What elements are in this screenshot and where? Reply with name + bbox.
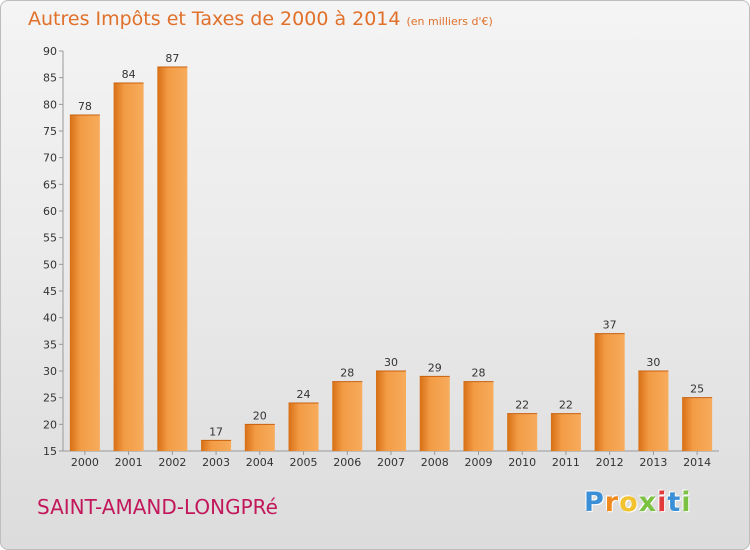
y-tick-label: 40 bbox=[43, 312, 57, 325]
x-tick-label: 2012 bbox=[596, 456, 624, 469]
x-tick-label: 2013 bbox=[639, 456, 667, 469]
y-tick-label: 65 bbox=[43, 178, 57, 191]
bar bbox=[201, 440, 232, 451]
y-tick-label: 45 bbox=[43, 285, 57, 298]
bar bbox=[682, 397, 713, 451]
x-tick-label: 2014 bbox=[683, 456, 711, 469]
bar bbox=[638, 371, 669, 451]
data-label: 22 bbox=[515, 399, 529, 412]
data-label: 29 bbox=[428, 361, 442, 374]
data-label: 37 bbox=[603, 319, 617, 332]
bars bbox=[69, 66, 713, 451]
bar bbox=[157, 67, 188, 451]
commune-name: SAINT-AMAND-LONGPRé bbox=[37, 495, 278, 519]
bar bbox=[463, 381, 494, 451]
x-tick-label: 2008 bbox=[421, 456, 449, 469]
logo-letter: t bbox=[667, 487, 682, 518]
y-tick-label: 25 bbox=[43, 392, 57, 405]
bar bbox=[550, 413, 581, 451]
bar bbox=[507, 413, 538, 451]
logo-letter: x bbox=[638, 487, 658, 518]
y-tick-label: 55 bbox=[43, 232, 57, 245]
logo-letter: r bbox=[604, 487, 620, 518]
bar bbox=[244, 424, 275, 451]
x-tick-label: 2004 bbox=[246, 456, 274, 469]
y-tick-label: 90 bbox=[43, 45, 57, 58]
y-tick-label: 75 bbox=[43, 125, 57, 138]
data-label: 17 bbox=[209, 425, 223, 438]
x-tick-label: 2011 bbox=[552, 456, 580, 469]
bar bbox=[288, 403, 319, 451]
data-label: 24 bbox=[297, 388, 311, 401]
bar bbox=[419, 376, 450, 451]
x-tick-label: 2009 bbox=[464, 456, 492, 469]
y-tick-label: 30 bbox=[43, 365, 57, 378]
data-label: 84 bbox=[122, 68, 136, 81]
y-tick-label: 80 bbox=[43, 98, 57, 111]
logo-letter: P bbox=[584, 487, 605, 518]
logo-letter: i bbox=[657, 487, 668, 518]
bar bbox=[332, 381, 363, 451]
data-label: 28 bbox=[471, 367, 485, 380]
y-tick-label: 50 bbox=[43, 258, 57, 271]
y-tick-label: 70 bbox=[43, 152, 57, 165]
x-tick-label: 2006 bbox=[333, 456, 361, 469]
data-label: 25 bbox=[690, 383, 704, 396]
logo-letter: i bbox=[681, 487, 692, 518]
proxiti-logo: Proxiti bbox=[584, 487, 692, 518]
logo-letter: o bbox=[619, 487, 639, 518]
bar bbox=[594, 333, 625, 451]
chart-title: Autres Impôts et Taxes de 2000 à 2014 (en… bbox=[28, 8, 493, 30]
y-tick-label: 60 bbox=[43, 205, 57, 218]
x-tick-label: 2010 bbox=[508, 456, 536, 469]
y-tick-label: 15 bbox=[43, 445, 57, 458]
x-tick-label: 2007 bbox=[377, 456, 405, 469]
data-label: 87 bbox=[165, 52, 179, 65]
chart-title-text: Autres Impôts et Taxes de 2000 à 2014 bbox=[28, 8, 401, 30]
data-label: 30 bbox=[384, 356, 398, 369]
data-label: 20 bbox=[253, 409, 267, 422]
y-tick-label: 20 bbox=[43, 418, 57, 431]
x-tick-label: 2002 bbox=[158, 456, 186, 469]
x-tick-label: 2003 bbox=[202, 456, 230, 469]
y-tick-label: 85 bbox=[43, 72, 57, 85]
chart-unit: (en milliers d'€) bbox=[406, 15, 493, 28]
data-label: 28 bbox=[340, 367, 354, 380]
bar bbox=[376, 371, 406, 451]
data-labels: 78 84 87 17 20 24 28 30 29 28 22 22 37 30 25 bbox=[78, 52, 704, 438]
bar bbox=[113, 83, 144, 451]
y-tick-label: 35 bbox=[43, 338, 57, 351]
bar bbox=[69, 115, 100, 451]
x-tick-label: 2000 bbox=[71, 456, 99, 469]
data-label: 22 bbox=[559, 399, 573, 412]
data-label: 78 bbox=[78, 100, 92, 113]
x-tick-label: 2001 bbox=[115, 456, 143, 469]
data-label: 30 bbox=[646, 356, 660, 369]
x-tick-label: 2005 bbox=[290, 456, 318, 469]
